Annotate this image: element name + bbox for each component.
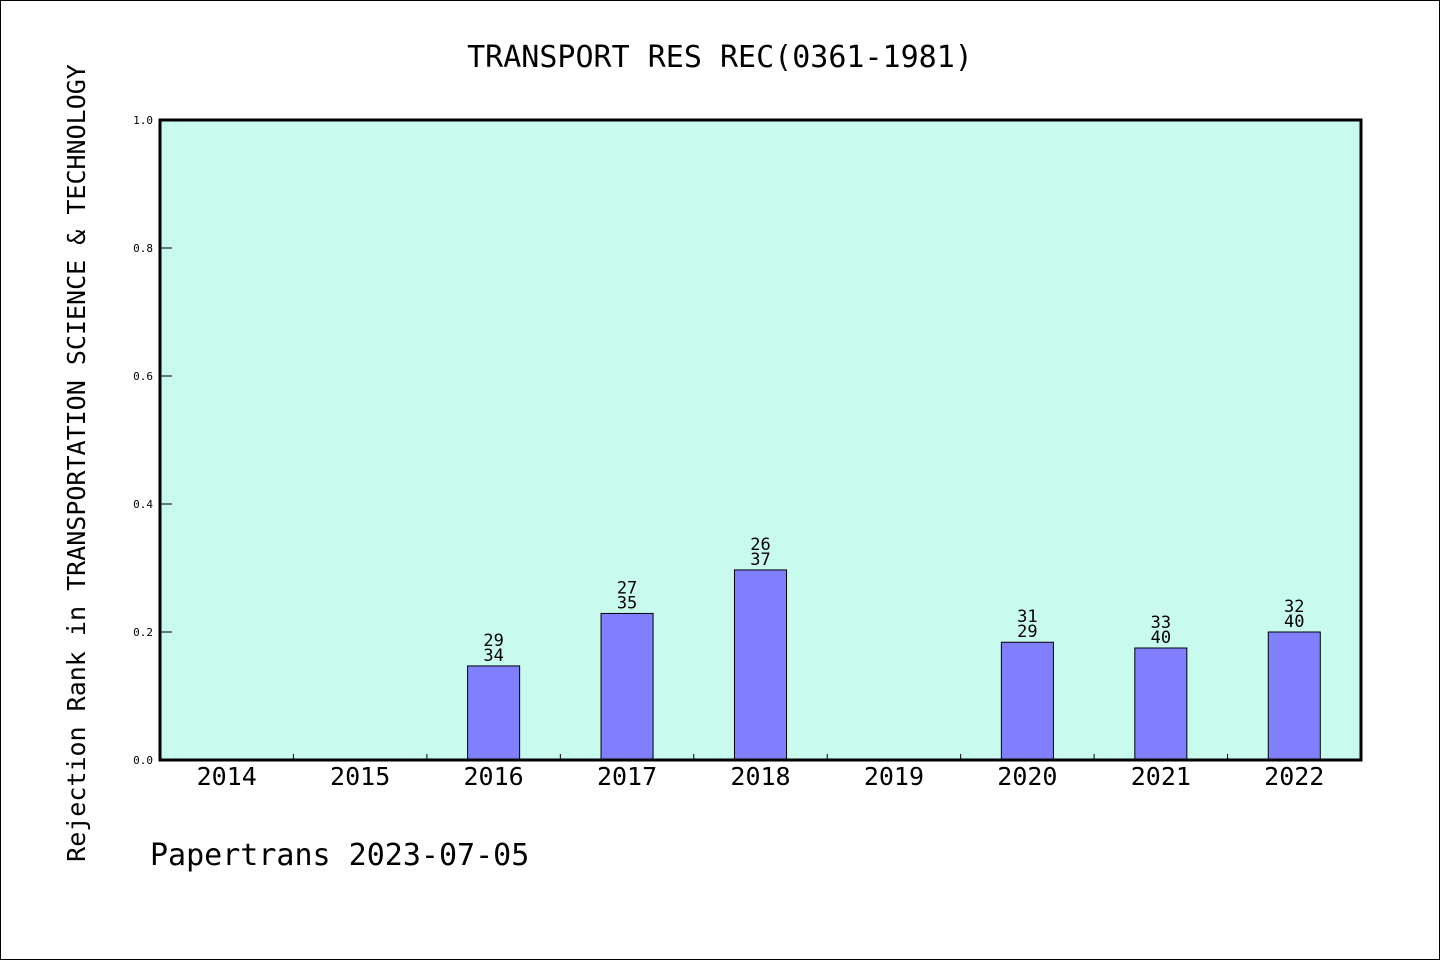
x-tick-label: 2021 [1131,762,1191,791]
x-tick-label: 2015 [330,762,390,791]
bar-label-top: 32 [1284,597,1304,617]
bar-label-bottom: 34 [483,646,503,666]
bar-label-bottom: 29 [1017,622,1037,642]
bar-label-top: 26 [750,535,770,555]
x-tick-label: 2014 [197,762,257,791]
x-axis-ticks: 2014 2015 2016 2017 2018 2019 2020 2021 2022 [197,754,1324,791]
bar-label-bottom: 35 [617,593,637,613]
bar [1134,647,1188,761]
y-tick-label: 0.6 [133,370,153,383]
chart-title: TRANSPORT RES REC(0361-1981) [467,40,973,75]
bar-label-top: 31 [1017,607,1037,627]
y-axis-ticks: 0.0 0.2 0.4 0.6 0.8 1.0 [133,114,172,767]
bar-label-top: 27 [617,578,637,598]
bar-label-bottom: 40 [1284,612,1304,632]
y-axis-label: Rejection Rank in TRANSPORTATION SCIENCE… [62,64,91,862]
x-tick-label: 2018 [730,762,790,791]
bar-label-top: 33 [1151,613,1171,633]
footer-credit: Papertrans 2023-07-05 [150,838,529,873]
bar [600,612,654,761]
bar [733,569,788,761]
x-tick-label: 2016 [464,762,524,791]
x-tick-label: 2022 [1264,762,1324,791]
x-tick-label: 2020 [997,762,1057,791]
y-tick-label: 0.8 [133,242,153,255]
y-tick-label: 0.4 [133,498,153,511]
bar-label-bottom: 40 [1151,628,1171,648]
y-tick-label: 1.0 [133,114,153,127]
x-tick-label: 2019 [864,762,924,791]
bar [1000,641,1054,761]
x-tick-label: 2017 [597,762,657,791]
bar-label-top: 29 [483,631,503,651]
plot-border [158,118,1363,762]
y-tick-label: 0.2 [133,626,153,639]
y-tick-label: 0.0 [133,754,153,767]
bar [467,665,521,761]
bar [1267,631,1321,761]
bar-label-bottom: 37 [750,550,770,570]
